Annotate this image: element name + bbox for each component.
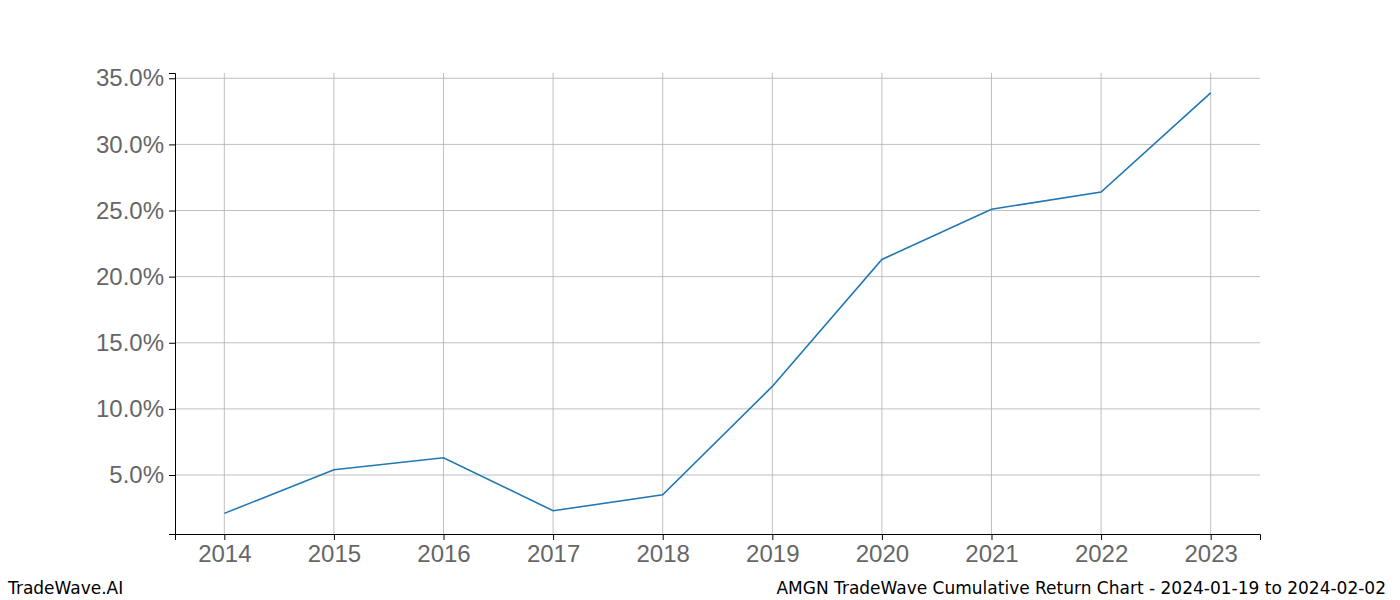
tick: 2014	[198, 534, 251, 567]
grid-line-y	[175, 78, 1260, 79]
tick: 2019	[746, 534, 799, 567]
grid-line-x	[991, 73, 992, 534]
grid-line-y	[175, 408, 1260, 409]
title: AMGN TradeWave Cumulative Return Chart -…	[776, 578, 1386, 598]
tick: 2016	[417, 534, 470, 567]
series-group	[224, 93, 1210, 514]
tick: 35.0%	[96, 64, 175, 91]
tick: 10.0%	[96, 395, 175, 422]
tick-mark	[169, 343, 175, 344]
y-axis: 5.0% 10.0% 15.0% 20.0% 25.0% 30.0% 35.0%	[96, 64, 176, 534]
tick: 30.0%	[96, 131, 175, 158]
tick: 2023	[1184, 534, 1237, 567]
tick: 2022	[1075, 534, 1128, 567]
grid-line-x	[662, 73, 663, 534]
tick: 25.0%	[96, 197, 175, 224]
tick-label: 35.0%	[96, 64, 164, 91]
axis-line	[169, 74, 176, 535]
tick-label: 2018	[637, 540, 690, 567]
tick-label: 25.0%	[96, 197, 164, 224]
line	[224, 93, 1210, 514]
grid-line-y	[175, 276, 1260, 277]
tick-label: 2021	[965, 540, 1018, 567]
tick-mark	[169, 277, 175, 278]
grid	[175, 73, 1260, 534]
grid-line-x	[333, 73, 334, 534]
tick-mark	[169, 409, 175, 410]
tick: 2020	[856, 534, 909, 567]
grid-line-y	[175, 210, 1260, 211]
grid-line-x	[224, 73, 225, 534]
tick: 5.0%	[109, 461, 175, 488]
tick-mark	[169, 78, 175, 79]
tick-label: 2022	[1075, 540, 1128, 567]
plot-area: 2014 2015 2016 2017 2018 2019 2020 2021 2022 2023…	[96, 64, 1261, 567]
tick-label: 5.0%	[109, 461, 164, 488]
grid-line-y	[175, 475, 1260, 476]
tick-label: 10.0%	[96, 395, 164, 422]
grid-line-x	[553, 73, 554, 534]
tick-label: 2017	[527, 540, 580, 567]
tick-mark	[169, 475, 175, 476]
chart: 2014 2015 2016 2017 2018 2019 2020 2021 2022 2023…	[0, 0, 1400, 600]
source: TradeWave.AI	[7, 578, 123, 598]
tick: 2018	[637, 534, 690, 567]
tick-mark	[169, 211, 175, 212]
tick-label: 15.0%	[96, 329, 164, 356]
tick-label: 2023	[1184, 540, 1237, 567]
x-axis: 2014 2015 2016 2017 2018 2019 2020 2021 2022 2023	[176, 534, 1261, 567]
tick-label: 2019	[746, 540, 799, 567]
grid-line-x	[772, 73, 773, 534]
tick-label: 30.0%	[96, 131, 164, 158]
grid-line-x	[443, 73, 444, 534]
tick-label: 2015	[308, 540, 361, 567]
grid-line-y	[175, 144, 1260, 145]
tick-label: 20.0%	[96, 263, 164, 290]
tick-label: 2016	[417, 540, 470, 567]
tick-label: 2014	[198, 540, 251, 567]
tick-label: 2020	[856, 540, 909, 567]
tick: 2017	[527, 534, 580, 567]
tick: 20.0%	[96, 263, 175, 290]
tick: 2021	[965, 534, 1018, 567]
grid-line-x	[1210, 73, 1211, 534]
tick-mark	[169, 144, 175, 145]
grid-line-x	[881, 73, 882, 534]
tick: 15.0%	[96, 329, 175, 356]
grid-line-x	[1101, 73, 1102, 534]
tick: 2015	[308, 534, 361, 567]
grid-line-y	[175, 342, 1260, 343]
